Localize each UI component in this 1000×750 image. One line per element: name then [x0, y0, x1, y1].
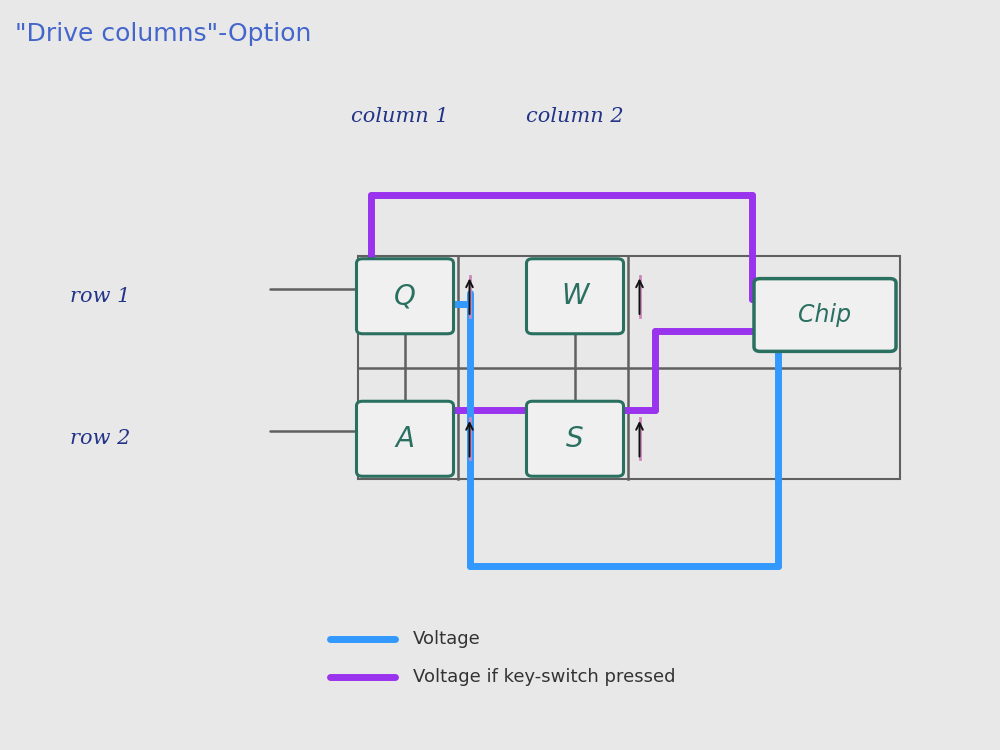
Text: column 2: column 2	[526, 106, 624, 126]
Text: S: S	[566, 424, 584, 453]
FancyBboxPatch shape	[357, 259, 454, 334]
Text: column 1: column 1	[351, 106, 449, 126]
Text: Chip: Chip	[798, 303, 852, 327]
Bar	[358, 256, 900, 479]
Text: Voltage: Voltage	[413, 630, 481, 648]
Text: Q: Q	[394, 282, 416, 310]
Text: A: A	[396, 424, 415, 453]
Text: Voltage if key-switch pressed: Voltage if key-switch pressed	[413, 668, 676, 686]
Text: W: W	[561, 282, 589, 310]
Text: "Drive columns"-Option: "Drive columns"-Option	[15, 22, 311, 46]
FancyBboxPatch shape	[526, 401, 624, 476]
FancyBboxPatch shape	[357, 401, 454, 476]
FancyBboxPatch shape	[526, 259, 624, 334]
Text: row 1: row 1	[70, 286, 130, 306]
FancyBboxPatch shape	[754, 279, 896, 351]
Text: row 2: row 2	[70, 429, 130, 448]
